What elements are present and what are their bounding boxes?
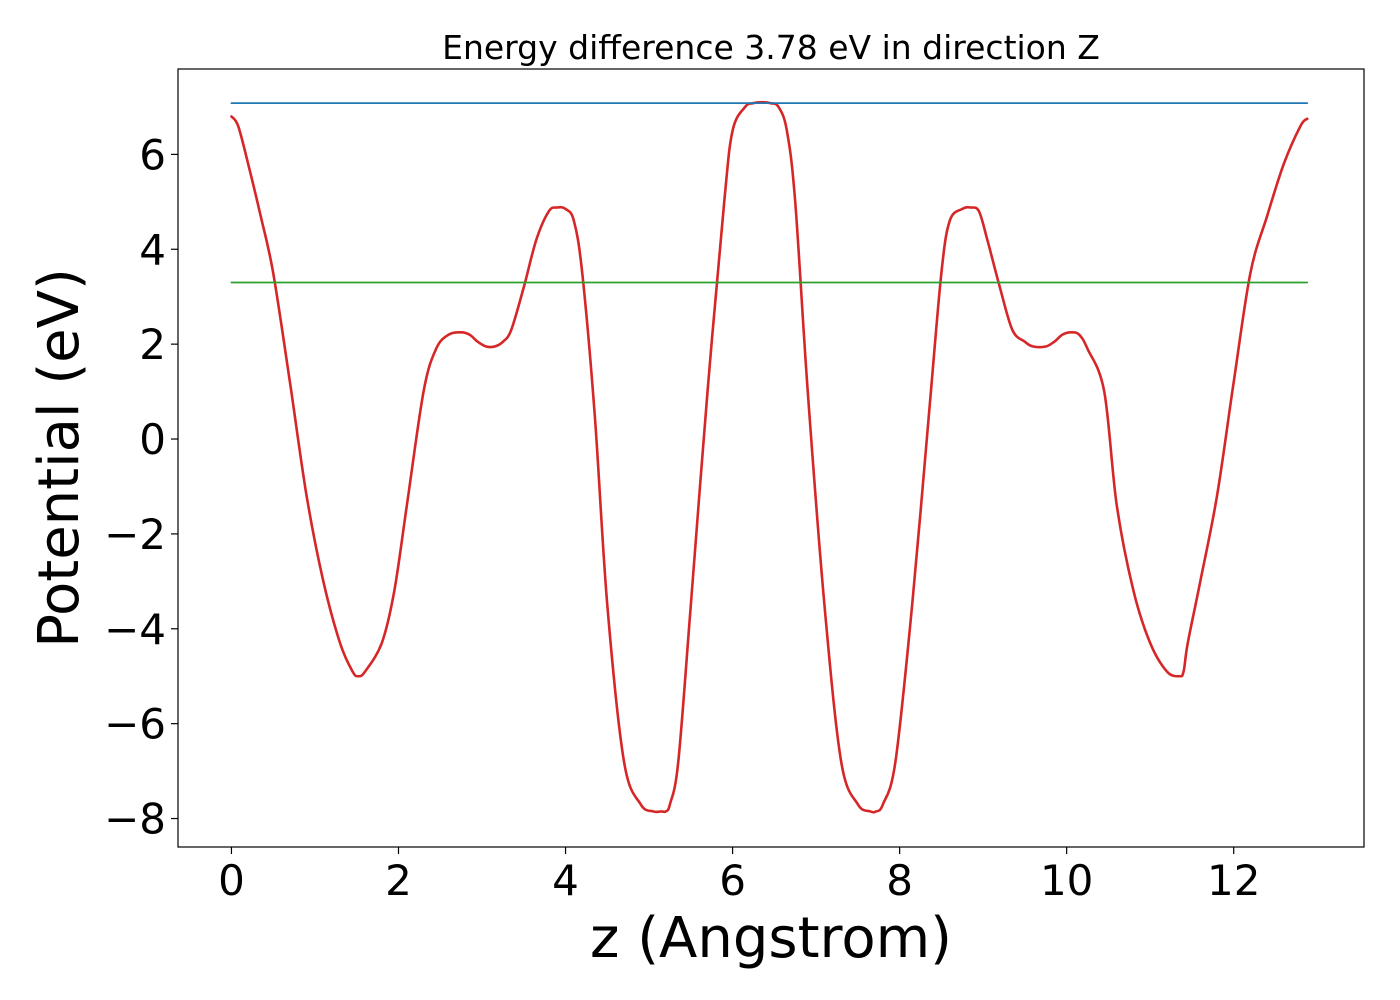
- x-tick-label: 12: [1207, 856, 1260, 905]
- y-tick-label: −2: [104, 510, 166, 559]
- y-axis-ticks: −8 −6 −4 −2 0 2 4 6: [104, 130, 178, 844]
- x-axis-ticks: 0 2 4 6 8 10 12: [218, 847, 1260, 905]
- chart-title: Energy difference 3.78 eV in direction Z: [442, 28, 1100, 67]
- x-tick-label: 2: [385, 856, 412, 905]
- y-tick-label: 2: [139, 320, 166, 369]
- x-tick-label: 10: [1040, 856, 1093, 905]
- y-tick-label: 6: [139, 130, 166, 179]
- x-axis-label: z (Angstrom): [590, 906, 952, 971]
- x-tick-label: 6: [719, 856, 746, 905]
- y-tick-label: 0: [139, 415, 166, 464]
- x-tick-label: 4: [552, 856, 579, 905]
- y-tick-label: −8: [104, 795, 166, 844]
- y-axis-label: Potential (eV): [27, 268, 92, 648]
- series-layer: [230, 100, 1309, 814]
- y-tick-label: −4: [104, 605, 166, 654]
- series-line-1: [230, 100, 1309, 814]
- plot-frame: [177, 68, 1365, 848]
- x-tick-label: 8: [886, 856, 913, 905]
- x-tick-label: 0: [218, 856, 245, 905]
- y-tick-label: −6: [104, 700, 166, 749]
- y-tick-label: 4: [139, 225, 166, 274]
